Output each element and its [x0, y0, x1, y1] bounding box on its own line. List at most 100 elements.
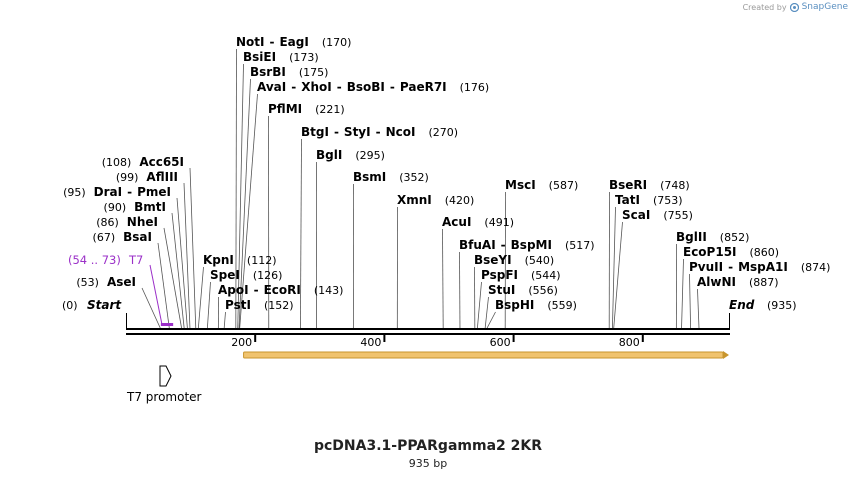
- t7-promoter-label: T7 promoter: [127, 390, 202, 404]
- site-name-styi: StyI: [344, 125, 371, 139]
- site-name-separator: -: [127, 185, 132, 199]
- leader-draI: [176, 197, 188, 329]
- start-position: (0): [62, 299, 78, 312]
- site-position: (67): [93, 231, 116, 244]
- site-name-alwni: AlwNI: [697, 275, 736, 289]
- site-name-separator: -: [334, 125, 339, 139]
- credit-brand: SnapGene: [801, 2, 848, 12]
- t7-feature-name: T7: [128, 253, 143, 267]
- site-position: (173): [289, 51, 319, 64]
- site-name-paer7i: PaeR7I: [400, 80, 447, 94]
- leader-pvuII: [689, 273, 691, 329]
- site-name-avai: AvaI: [257, 80, 286, 94]
- site-name-separator: -: [291, 80, 296, 94]
- site-name-apoi: ApoI: [218, 283, 249, 297]
- tick-label-400: 400: [360, 336, 381, 349]
- site-btgI: BtgI - StyI - NcoI (270): [301, 125, 458, 139]
- site-bfuAI: BfuAI - BspMI (517): [459, 238, 595, 252]
- map-length: 935 bp: [408, 457, 448, 470]
- site-draI: DraI - PmeI (95): [63, 185, 171, 199]
- site-name-drai: DraI: [94, 185, 122, 199]
- t7-feature-leader: [149, 264, 163, 325]
- site-name-scai: ScaI: [622, 208, 650, 222]
- site-avaI: AvaI - XhoI - BsoBI - PaeR7I (176): [257, 80, 489, 94]
- site-name-bsmi: BsmI: [353, 170, 386, 184]
- site-kpnI: KpnI (112): [203, 253, 277, 267]
- end-position: (935): [767, 299, 797, 312]
- leader-tatI: [612, 206, 616, 329]
- site-name-tati: TatI: [615, 193, 640, 207]
- site-position: (860): [750, 246, 780, 259]
- site-position: (53): [76, 276, 99, 289]
- t7-feature-range: (54 .. 73): [68, 253, 121, 267]
- leader-nheI: [163, 227, 182, 329]
- orf-bar: [243, 351, 724, 359]
- site-position: (295): [355, 149, 385, 162]
- t7-promoter-arrow-icon: [159, 365, 172, 387]
- tick-label-600: 600: [490, 336, 511, 349]
- site-position: (352): [399, 171, 429, 184]
- site-name-kpni: KpnI: [203, 253, 234, 267]
- site-position: (152): [264, 299, 294, 312]
- site-name-spei: SpeI: [210, 268, 240, 282]
- site-position: (221): [315, 103, 345, 116]
- site-name-xmni: XmnI: [397, 193, 432, 207]
- site-position: (143): [314, 284, 344, 297]
- site-name-mspa1i: MspA1I: [738, 260, 788, 274]
- site-position: (170): [322, 36, 352, 49]
- leader-stuI: [484, 296, 489, 329]
- site-position: (852): [720, 231, 750, 244]
- site-name-bspmi: BspMI: [511, 238, 552, 252]
- t7-feature-mark: [160, 323, 174, 326]
- leader-aflIII: [183, 182, 191, 329]
- leader-aseI: [141, 287, 161, 329]
- site-nheI: NheI (86): [96, 215, 158, 229]
- site-name-separator: -: [376, 125, 381, 139]
- site-name-pvuii: PvuII: [689, 260, 723, 274]
- site-name-bseri: BseRI: [609, 178, 647, 192]
- end-label: End: [729, 298, 755, 312]
- site-position: (753): [653, 194, 683, 207]
- site-bspHI: BspHI (559): [495, 298, 577, 312]
- site-leaders: [141, 48, 700, 329]
- site-pstI: PstI (152): [225, 298, 294, 312]
- site-bsrBI: BsrBI (175): [250, 65, 328, 79]
- leader-acc65I: [189, 167, 197, 329]
- site-alwNI: AlwNI (887): [697, 275, 779, 289]
- site-name-bfuai: BfuAI: [459, 238, 496, 252]
- site-name-msci: MscI: [505, 178, 536, 192]
- site-name-pflmi: PflMI: [268, 102, 302, 116]
- leader-alwNI: [697, 288, 700, 329]
- site-aflIII: AflIII (99): [116, 170, 178, 184]
- site-name-asei: AseI: [107, 275, 136, 289]
- site-bsaI: BsaI (67): [93, 230, 152, 244]
- site-position: (559): [547, 299, 577, 312]
- orf-arrow-icon: [723, 351, 729, 359]
- site-acuI: AcuI (491): [442, 215, 514, 229]
- site-bsmI: BsmI (352): [353, 170, 429, 184]
- site-apoI: ApoI - EcoRI (143): [218, 283, 343, 297]
- site-position: (420): [445, 194, 475, 207]
- site-name-separator: -: [337, 80, 342, 94]
- site-name-eagi: EagI: [279, 35, 308, 49]
- site-name-bsobi: BsoBI: [347, 80, 385, 94]
- credit-text: Created by: [742, 2, 787, 12]
- tick-label-800: 800: [619, 336, 640, 349]
- leader-bmtI: [171, 212, 185, 329]
- site-name-bsai: BsaI: [123, 230, 152, 244]
- site-name-bsphi: BspHI: [495, 298, 534, 312]
- site-bglI: BglI (295): [316, 148, 385, 162]
- site-position: (108): [102, 156, 132, 169]
- leader-pspFI: [477, 281, 482, 329]
- site-position: (887): [749, 276, 779, 289]
- leader-btgI: [300, 138, 302, 329]
- site-notI: NotI - EagI (170): [236, 35, 351, 49]
- site-ecoP15I: EcoP15I (860): [683, 245, 779, 259]
- leader-bsrBI: [238, 78, 251, 329]
- leader-scaI: [613, 221, 623, 329]
- site-aseI: AseI (53): [76, 275, 136, 289]
- site-name-bseyi: BseYI: [474, 253, 512, 267]
- credit: Created by SnapGene: [743, 2, 848, 12]
- site-acc65I: Acc65I (108): [102, 155, 184, 169]
- leader-bsiEI: [237, 63, 244, 329]
